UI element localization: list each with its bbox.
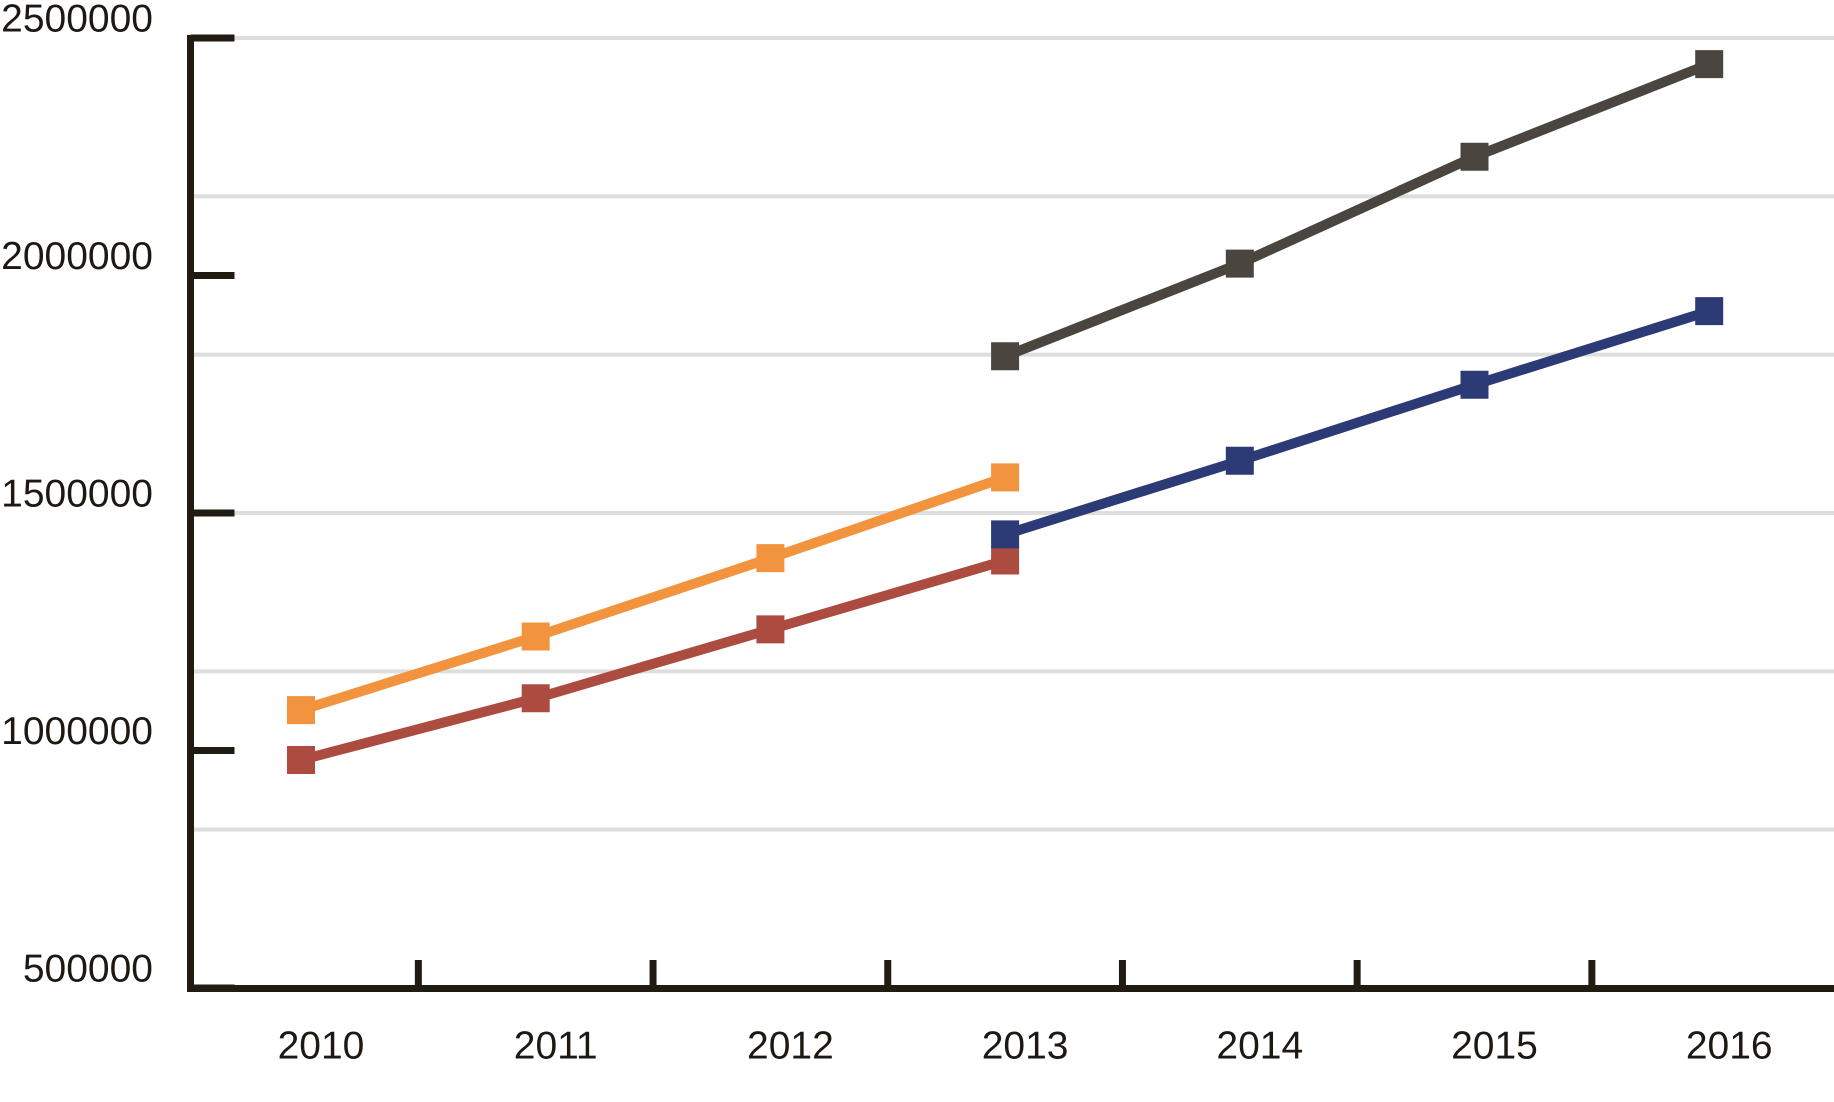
orange-series-marker-2011 bbox=[521, 622, 550, 651]
brick-red-series-line bbox=[299, 555, 1007, 765]
dark-gray-series-line bbox=[1003, 59, 1712, 361]
x-axis-label: 2014 bbox=[1216, 1025, 1303, 1068]
dark-gray-series-marker-2016 bbox=[1695, 50, 1724, 79]
orange-series-marker-2010 bbox=[287, 696, 315, 725]
brick-red-series-marker-2013 bbox=[991, 546, 1020, 575]
x-axis-label: 2016 bbox=[1686, 1025, 1773, 1068]
dark-gray-series-marker-2014 bbox=[1225, 249, 1254, 278]
navy-series-line bbox=[1003, 306, 1711, 540]
x-axis-label: 2010 bbox=[278, 1025, 365, 1068]
orange-series-marker-2013 bbox=[991, 463, 1020, 492]
navy-series-marker-2014 bbox=[1225, 446, 1254, 475]
dark-gray-series-marker-2013 bbox=[991, 342, 1020, 371]
x-axis-label: 2012 bbox=[747, 1025, 834, 1068]
y-axis-label: 1000000 bbox=[1, 710, 153, 753]
y-axis-label: 500000 bbox=[23, 948, 153, 991]
dark-gray-series-marker-2015 bbox=[1460, 142, 1489, 171]
y-axis-label: 2500000 bbox=[1, 0, 153, 41]
x-axis-label: 2015 bbox=[1451, 1025, 1538, 1068]
brick-red-series-marker-2010 bbox=[287, 746, 315, 774]
orange-series-line bbox=[299, 472, 1007, 715]
brick-red-series-marker-2011 bbox=[521, 684, 550, 713]
navy-series-marker-2016 bbox=[1695, 297, 1724, 326]
navy-series-marker-2013 bbox=[991, 520, 1020, 549]
brick-red-series-marker-2012 bbox=[756, 615, 785, 644]
orange-series-marker-2012 bbox=[756, 544, 785, 573]
y-axis-label: 1500000 bbox=[1, 473, 153, 516]
y-axis-label: 2000000 bbox=[1, 235, 153, 278]
x-axis-label: 2013 bbox=[982, 1025, 1069, 1068]
x-axis-label: 2011 bbox=[514, 1025, 598, 1068]
navy-series-marker-2015 bbox=[1460, 370, 1489, 399]
